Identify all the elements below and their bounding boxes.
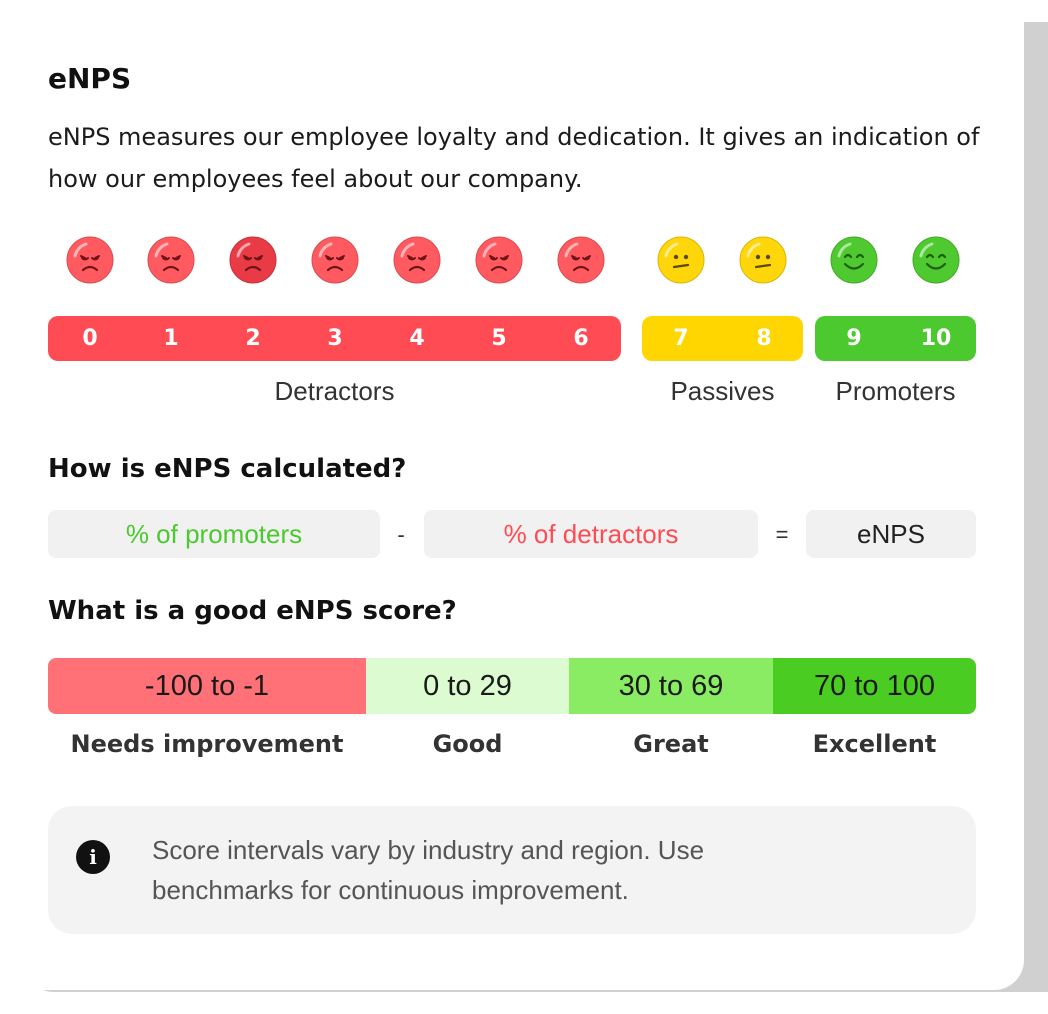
score-3: 3 (327, 326, 343, 351)
passives-bar (642, 316, 803, 361)
label-great: Great (633, 730, 709, 758)
description: eNPS measures our employee loyalty and d… (48, 123, 980, 193)
sad-face-icon-1 (147, 236, 195, 284)
face-graphic (557, 236, 605, 284)
score-0: 0 (82, 326, 98, 351)
label-excellent: Excellent (812, 730, 937, 758)
enps-result: eNPS (806, 510, 976, 558)
label-good: Good (432, 730, 503, 758)
face-graphic (657, 236, 705, 284)
detractors-term: % of detractors (424, 510, 758, 558)
minus-operator: - (397, 522, 405, 547)
face-graphic (739, 236, 787, 284)
happy-face-icon-10 (912, 236, 960, 284)
score-8: 8 (756, 326, 772, 351)
face-graphic (475, 236, 523, 284)
face-graphic (393, 236, 441, 284)
page-title: eNPS (48, 62, 132, 95)
score-2: 2 (245, 326, 261, 351)
equals-operator: = (775, 522, 789, 547)
score-7: 7 (673, 326, 689, 351)
score-9: 9 (846, 326, 862, 351)
detractors-label: Detractors (274, 376, 395, 406)
calculation-heading: How is eNPS calculated? (48, 454, 407, 484)
promoters-bar (815, 316, 976, 361)
score-6: 6 (573, 326, 589, 351)
score-4: 4 (409, 326, 425, 351)
happy-face-icon-9 (830, 236, 878, 284)
face-graphic (66, 236, 114, 284)
promoters-term: % of promoters (48, 510, 380, 558)
passives-label: Passives (670, 376, 775, 406)
face-graphic (147, 236, 195, 284)
range-excellent: 70 to 100 (773, 658, 976, 714)
sad-face-icon-6 (557, 236, 605, 284)
neutral-face-icon-7 (657, 236, 705, 284)
info-note: i Score intervals vary by industry and r… (48, 806, 976, 934)
sad-face-icon-2 (229, 236, 277, 284)
label-needs-improvement: Needs improvement (70, 730, 344, 758)
range-good: 0 to 29 (366, 658, 569, 714)
range-great: 30 to 69 (569, 658, 773, 714)
sad-face-icon-5 (475, 236, 523, 284)
sad-face-icon-0 (66, 236, 114, 284)
note-text: Score intervals vary by industry and reg… (152, 835, 705, 905)
sad-face-icon-4 (393, 236, 441, 284)
enps-card: eNPS eNPS measures our employee loyalty … (48, 62, 980, 934)
score-10: 10 (920, 326, 952, 351)
sad-face-icon-3 (311, 236, 359, 284)
face-graphic (830, 236, 878, 284)
score-1: 1 (163, 326, 179, 351)
detractors-bar (48, 316, 621, 361)
face-graphic (229, 236, 277, 284)
face-graphic (912, 236, 960, 284)
score-5: 5 (491, 326, 507, 351)
neutral-face-icon-8 (739, 236, 787, 284)
range-needs-improvement: -100 to -1 (48, 658, 366, 714)
info-icon: i (76, 840, 110, 874)
score-guide-heading: What is a good eNPS score? (48, 596, 457, 626)
face-graphic (311, 236, 359, 284)
promoters-label: Promoters (835, 376, 956, 406)
